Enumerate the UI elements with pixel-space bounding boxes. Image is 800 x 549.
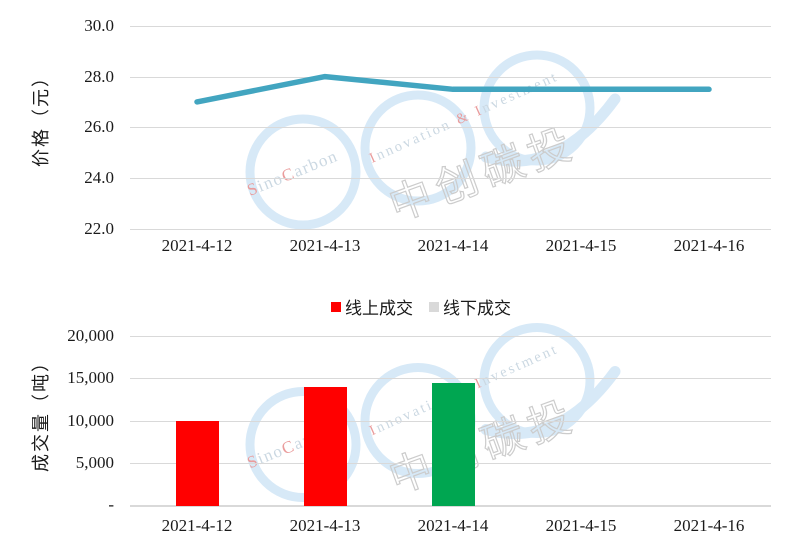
volume-plot-area bbox=[130, 336, 771, 507]
x-tick-label: 2021-4-15 bbox=[545, 236, 617, 255]
x-axis-line bbox=[130, 505, 771, 507]
x-tick-label: 2021-4-14 bbox=[417, 516, 489, 535]
watermark-swoosh-icon bbox=[480, 93, 621, 167]
volume-bar bbox=[175, 420, 219, 506]
watermark-swoosh-icon bbox=[480, 366, 621, 440]
watermark-circle-icon bbox=[245, 387, 361, 502]
gridline bbox=[130, 77, 771, 78]
x-tick-label: 2021-4-13 bbox=[289, 516, 361, 535]
y-tick-label: 20,000 bbox=[67, 326, 114, 345]
y-tick-label: 15,000 bbox=[67, 368, 114, 388]
legend-item-offline: 线下成交 bbox=[429, 294, 511, 319]
x-tick-label: 2021-4-15 bbox=[545, 516, 617, 535]
y-tick-label: - bbox=[108, 495, 114, 514]
gridline bbox=[130, 127, 771, 128]
gridline bbox=[130, 178, 771, 179]
gridline bbox=[130, 336, 771, 337]
x-tick-label: 2021-4-12 bbox=[161, 516, 233, 535]
volume-legend: 线上成交 线下成交 bbox=[21, 294, 800, 319]
legend-label-offline: 线下成交 bbox=[443, 299, 511, 318]
y-tick-label: 24.0 bbox=[84, 167, 114, 187]
x-tick-label: 2021-4-16 bbox=[673, 236, 745, 255]
y-tick-label: 22.0 bbox=[84, 218, 114, 238]
x-tick-label: 2021-4-12 bbox=[161, 236, 233, 255]
legend-swatch-offline-icon bbox=[429, 301, 439, 312]
y-tick-label: 10,000 bbox=[67, 410, 114, 430]
y-tick-label: 5,000 bbox=[75, 452, 114, 472]
legend-item-online: 线上成交 bbox=[331, 294, 413, 319]
watermark-circle-icon bbox=[245, 114, 361, 230]
y-tick-label: 28.0 bbox=[84, 66, 114, 86]
gridline bbox=[130, 229, 771, 230]
price-line bbox=[194, 73, 712, 105]
y-tick-label: 30.0 bbox=[84, 16, 114, 35]
watermark-circle-icon bbox=[360, 90, 476, 206]
volume-bar bbox=[431, 383, 475, 506]
gridline bbox=[130, 378, 771, 379]
x-tick-label: 2021-4-16 bbox=[673, 516, 745, 535]
volume-bar bbox=[303, 386, 347, 506]
x-tick-label: 2021-4-14 bbox=[417, 236, 489, 255]
x-tick-label: 2021-4-13 bbox=[289, 236, 361, 255]
gridline bbox=[130, 26, 771, 27]
y-tick-label: 26.0 bbox=[84, 117, 114, 137]
price-plot-area bbox=[130, 26, 771, 230]
legend-swatch-online-icon bbox=[331, 301, 341, 312]
price-line-layer bbox=[194, 73, 712, 105]
legend-label-online: 线上成交 bbox=[345, 299, 413, 318]
